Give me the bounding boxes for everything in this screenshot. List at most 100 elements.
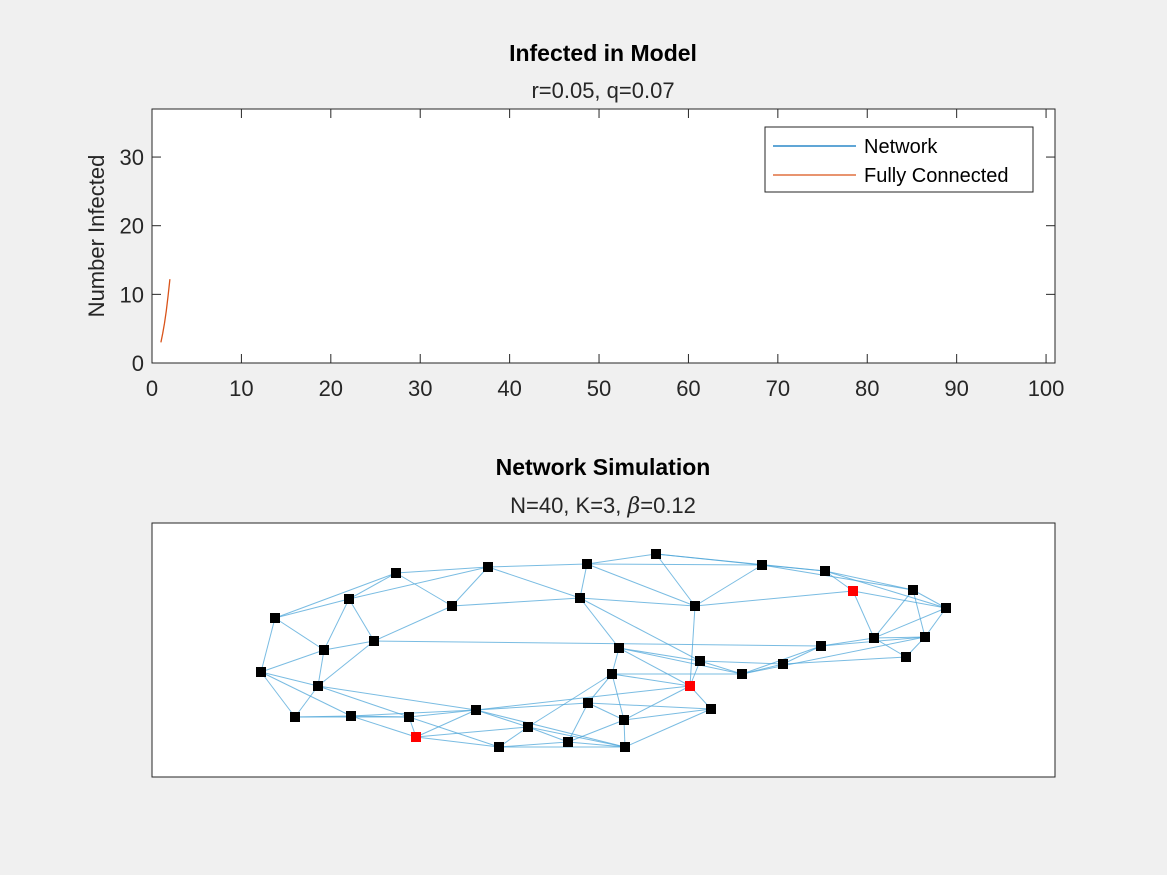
network-node <box>706 704 716 714</box>
network-edge <box>623 708 712 721</box>
network-edge <box>587 702 625 721</box>
network-edge <box>579 563 588 599</box>
x-tick-label: 70 <box>766 376 790 401</box>
legend-label-fully-connected: Fully Connected <box>864 165 1009 187</box>
infected-plot: Infected in Model r=0.05, q=0.07 0 10 20 30… <box>84 40 1064 401</box>
network-edge <box>408 709 477 718</box>
network-edge <box>323 640 375 651</box>
network-node <box>494 742 504 752</box>
network-node <box>447 601 457 611</box>
network-edge <box>587 702 712 710</box>
network-plot-title: Network Simulation <box>496 454 711 480</box>
network-plot-subtitle: N=40, K=3, β=0.12 <box>510 493 696 519</box>
network-node <box>901 652 911 662</box>
network-edge <box>579 597 701 662</box>
network-node <box>270 613 280 623</box>
network-edge <box>451 566 489 607</box>
x-tick-label: 90 <box>944 376 968 401</box>
network-edge <box>699 660 784 665</box>
network-area <box>151 522 1056 778</box>
network-edge <box>323 598 350 651</box>
network-edge <box>260 649 325 673</box>
network-edge <box>451 597 581 607</box>
axis-ticks: 0 10 20 30 40 50 60 70 80 90 100 0 10 20 30 <box>120 109 1064 401</box>
network-edge <box>694 590 854 607</box>
network-edge <box>408 716 500 748</box>
plot-frame <box>151 108 1056 364</box>
network-edge <box>487 563 588 568</box>
network-node <box>690 601 700 611</box>
network-node <box>483 562 493 572</box>
network-edge <box>618 647 743 675</box>
network-edge <box>694 564 763 607</box>
network-edge <box>475 702 589 711</box>
network-node <box>391 568 401 578</box>
x-tick-label: 20 <box>319 376 343 401</box>
network-node <box>344 594 354 604</box>
network-node <box>778 659 788 669</box>
network-node <box>404 712 414 722</box>
network-edge <box>586 563 763 566</box>
network-edge <box>527 673 613 728</box>
network-edge <box>395 566 489 574</box>
network-edge <box>624 708 712 748</box>
network-edge <box>475 709 529 728</box>
network-node <box>563 737 573 747</box>
network-node <box>816 641 826 651</box>
network-node <box>583 698 593 708</box>
network-edge <box>415 726 529 738</box>
network-edge <box>317 640 375 687</box>
network-node <box>313 681 323 691</box>
beta-symbol: β <box>627 494 641 519</box>
network-edge <box>741 636 926 675</box>
network-edge <box>527 726 626 748</box>
network-edge <box>348 598 375 642</box>
network-node <box>523 722 533 732</box>
x-tick-label: 60 <box>676 376 700 401</box>
network-node <box>614 643 624 653</box>
network-edge <box>260 671 296 718</box>
network-edge <box>761 564 826 572</box>
network-edge <box>260 617 276 673</box>
network-edge <box>567 741 626 748</box>
network-edge <box>761 564 914 591</box>
network-edge <box>317 649 325 687</box>
network-edge <box>260 671 352 717</box>
legend[interactable]: Network Fully Connected <box>764 126 1034 193</box>
network-edge <box>415 709 477 738</box>
network-edge <box>820 637 875 647</box>
network-node <box>620 742 630 752</box>
network-nodes <box>256 549 951 752</box>
x-tick-label: 0 <box>146 376 158 401</box>
network-edges <box>260 553 947 748</box>
network-node <box>290 712 300 722</box>
network-edge <box>873 637 907 658</box>
network-edge <box>782 656 907 665</box>
legend-label-network: Network <box>864 136 938 158</box>
legend-box <box>764 126 1034 193</box>
network-edge <box>852 590 875 639</box>
network-node <box>346 711 356 721</box>
network-node <box>575 593 585 603</box>
network-edge <box>912 589 947 609</box>
network-node <box>607 669 617 679</box>
network-node <box>908 585 918 595</box>
subtitle-prefix: N=40, K=3, <box>510 493 627 518</box>
network-edge <box>395 572 453 607</box>
network-edge <box>274 572 397 619</box>
x-tick-label: 30 <box>408 376 432 401</box>
network-edge <box>348 566 489 600</box>
network-edge <box>611 673 625 721</box>
network-edge <box>611 673 691 687</box>
x-tick-label: 10 <box>229 376 253 401</box>
network-edge <box>498 741 569 748</box>
series-line-fully-connected <box>160 279 171 343</box>
network-edge <box>689 605 696 687</box>
network-edge <box>373 605 453 642</box>
network-edge <box>294 685 319 718</box>
network-edge <box>348 572 397 600</box>
x-tick-label: 50 <box>587 376 611 401</box>
network-edge <box>824 570 947 609</box>
network-node <box>869 633 879 643</box>
network-edge <box>618 647 691 687</box>
